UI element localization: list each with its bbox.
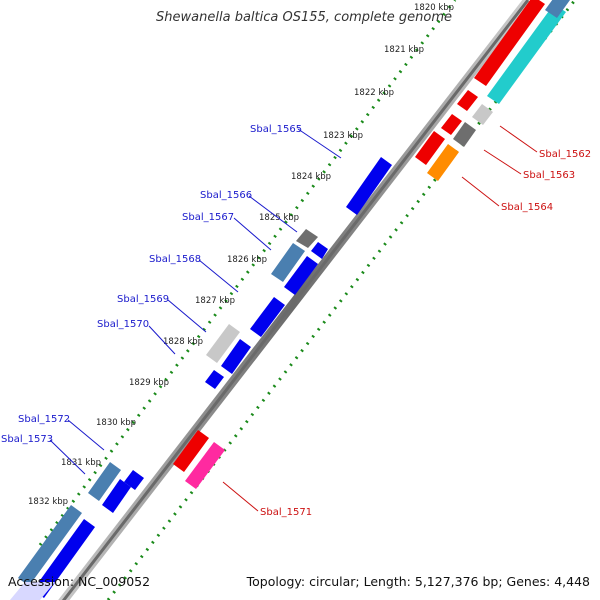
kbp-1821: 1821 kbp — [384, 45, 424, 55]
leader-sbal-1566 — [248, 195, 298, 233]
kbp-1828: 1828 kbp — [163, 337, 203, 347]
leader-sbal-1564 — [461, 176, 500, 207]
label-sbal-1568[interactable]: Sbal_1568 — [149, 254, 201, 265]
leader-sbal-1565 — [297, 128, 342, 159]
leader-sbal-1573 — [49, 439, 86, 475]
cds-red-large-1[interactable] — [474, 0, 545, 86]
accession-label: Accession: NC_009052 — [8, 574, 151, 589]
label-sbal-1567[interactable]: Sbal_1567 — [182, 212, 234, 223]
cds-sbal-1573[interactable] — [102, 479, 131, 513]
kbp-1829: 1829 kbp — [129, 378, 169, 388]
label-sbal-1564[interactable]: Sbal_1564 — [501, 202, 553, 213]
genome-backbone-core — [61, 0, 530, 600]
label-sbal-1562[interactable]: Sbal_1562 — [539, 149, 591, 160]
cds-sbal-1570[interactable] — [221, 339, 251, 374]
kbp-tick-labels: 1820 kbp 1821 kbp 1822 kbp 1823 kbp 1824… — [28, 3, 454, 507]
forward-strand-features — [10, 157, 392, 600]
label-sbal-1573[interactable]: Sbal_1573 — [1, 434, 53, 445]
cds-lavender-bottom[interactable] — [10, 582, 55, 600]
cds-sbal-1570-gray[interactable] — [206, 324, 240, 363]
cds-sbal-1572-b[interactable] — [124, 470, 144, 490]
cds-cyan-1[interactable] — [487, 4, 566, 104]
cds-sbal-1563-red[interactable] — [415, 131, 445, 165]
label-sbal-1572[interactable]: Sbal_1572 — [18, 414, 70, 425]
kbp-1822: 1822 kbp — [354, 88, 394, 98]
leader-sbal-1568 — [198, 259, 239, 293]
kbp-1820: 1820 kbp — [414, 3, 454, 13]
leader-sbal-1572 — [67, 419, 105, 451]
cds-sbal-1569[interactable] — [250, 297, 285, 337]
inner-dotted-track — [106, 0, 577, 600]
cds-sbal-1562-red[interactable] — [441, 114, 462, 135]
label-sbal-1571[interactable]: Sbal_1571 — [260, 507, 312, 518]
kbp-1826: 1826 kbp — [227, 255, 267, 265]
cds-sbal-1564-orange[interactable] — [427, 144, 459, 181]
cds-small-blue-2[interactable] — [205, 370, 224, 389]
cds-light-gray-1[interactable] — [472, 104, 493, 125]
kbp-1824: 1824 kbp — [291, 172, 331, 182]
cds-sbal-1571-pink[interactable] — [185, 442, 225, 489]
label-sbal-1565[interactable]: Sbal_1565 — [250, 124, 302, 135]
cds-sbal-1571-red[interactable] — [173, 430, 209, 472]
kbp-1831: 1831 kbp — [61, 458, 101, 468]
forward-gene-labels: Sbal_1565 Sbal_1566 Sbal_1567 Sbal_1568 … — [1, 124, 302, 445]
label-sbal-1570[interactable]: Sbal_1570 — [97, 319, 149, 330]
kbp-1827: 1827 kbp — [195, 296, 235, 306]
genome-title: Shewanella baltica OS155, complete genom… — [156, 10, 452, 25]
cds-sbal-1568[interactable] — [284, 256, 318, 295]
leader-sbal-1563 — [483, 149, 522, 175]
cds-sbal-1563-gray[interactable] — [453, 122, 476, 147]
forward-label-leaders — [49, 128, 342, 475]
cds-sbal-1567[interactable] — [271, 243, 305, 282]
cds-sbal-1572[interactable] — [88, 462, 121, 501]
cds-red-small-1[interactable] — [457, 90, 478, 111]
leader-sbal-1571 — [222, 481, 259, 512]
kbp-1830: 1830 kbp — [96, 418, 136, 428]
kbp-1823: 1823 kbp — [323, 131, 363, 141]
leader-sbal-1569 — [167, 299, 207, 333]
reverse-label-leaders — [222, 125, 538, 512]
cds-sbal-1565[interactable] — [346, 157, 392, 215]
reverse-gene-labels: Sbal_1562 Sbal_1563 Sbal_1564 Sbal_1571 — [260, 149, 591, 518]
label-sbal-1569[interactable]: Sbal_1569 — [117, 294, 169, 305]
cds-dark-gray[interactable] — [296, 229, 318, 248]
label-sbal-1563[interactable]: Sbal_1563 — [523, 170, 575, 181]
cds-cyan-top[interactable] — [545, 0, 570, 18]
reverse-strand-features — [173, 0, 570, 489]
label-sbal-1566[interactable]: Sbal_1566 — [200, 190, 252, 201]
kbp-1832: 1832 kbp — [28, 497, 68, 507]
leader-sbal-1567 — [233, 217, 272, 251]
cds-blue-bottom[interactable] — [33, 519, 95, 598]
leader-sbal-1570 — [148, 325, 176, 355]
genome-summary: Topology: circular; Length: 5,127,376 bp… — [246, 574, 590, 589]
cds-small-blue[interactable] — [311, 242, 328, 259]
cds-steelblue-bottom[interactable] — [18, 505, 82, 586]
leader-sbal-1562 — [499, 125, 538, 153]
outer-dotted-track — [38, 0, 457, 546]
